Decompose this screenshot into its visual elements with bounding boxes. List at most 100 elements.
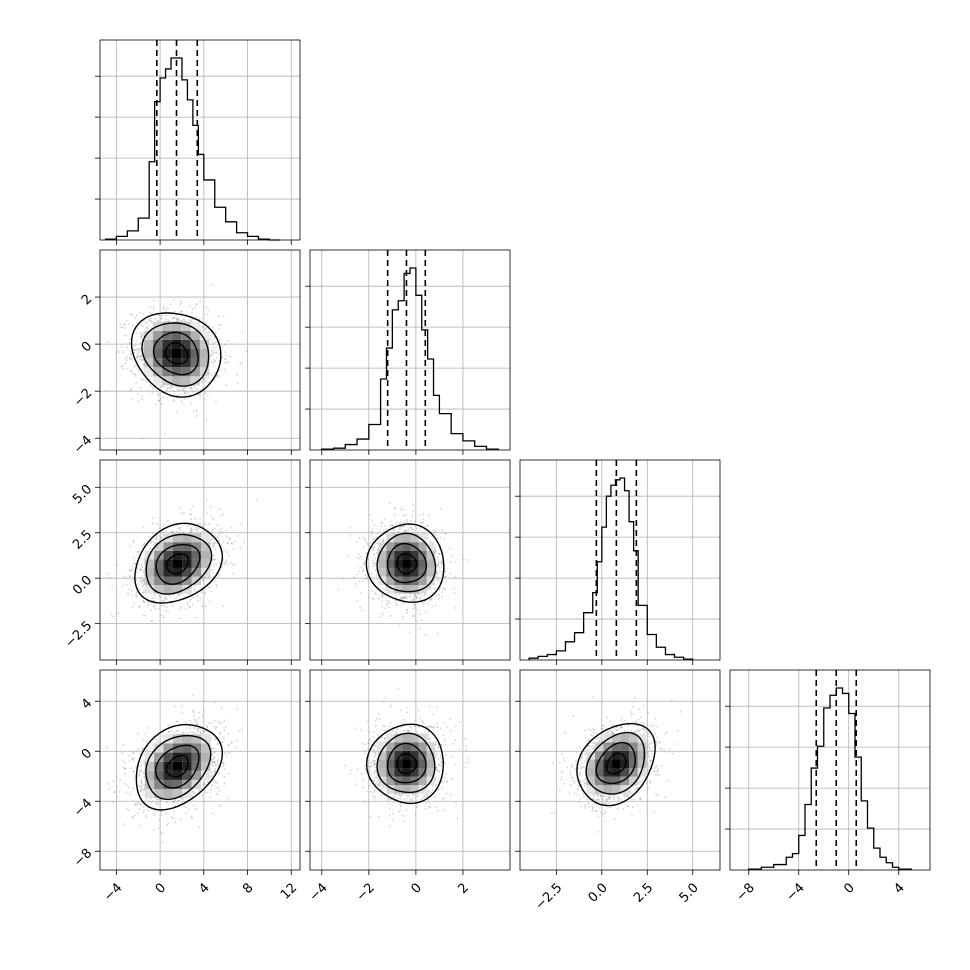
density-cell — [171, 321, 182, 331]
scatter-point — [213, 542, 216, 545]
scatter-point — [395, 604, 398, 607]
scatter-point — [441, 561, 443, 564]
scatter-point — [394, 603, 397, 605]
scatter-point — [204, 591, 207, 594]
scatter-point — [192, 790, 195, 793]
scatter-point — [440, 573, 443, 576]
density-cell — [143, 339, 154, 349]
scatter-point — [173, 731, 176, 734]
scatter-point — [138, 589, 141, 591]
scatter-point — [126, 359, 128, 362]
density-cell — [163, 542, 173, 551]
scatter-point — [197, 730, 200, 733]
scatter-point — [170, 602, 173, 605]
scatter-point — [142, 591, 145, 594]
scatter-point — [172, 317, 175, 320]
scatter-point — [215, 536, 218, 539]
scatter-point — [155, 403, 157, 406]
scatter-point — [191, 603, 194, 606]
scatter-point — [211, 569, 214, 572]
scatter-point — [123, 575, 126, 578]
scatter-point — [191, 595, 193, 598]
density-cell — [143, 330, 154, 340]
scatter-point — [224, 562, 227, 565]
scatter-point — [403, 520, 406, 522]
scatter-point — [210, 353, 213, 355]
scatter-point — [213, 336, 216, 339]
scatter-point — [237, 534, 240, 537]
scatter-point — [441, 595, 443, 598]
scatter-point — [200, 523, 202, 526]
density-cell — [162, 339, 172, 349]
scatter-point — [120, 346, 123, 349]
scatter-point — [371, 546, 374, 549]
scatter-point — [398, 625, 401, 628]
scatter-point — [363, 562, 365, 564]
scatter-point — [181, 712, 184, 714]
scatter-point — [140, 781, 143, 784]
scatter-point — [125, 368, 128, 370]
scatter-point — [388, 602, 391, 605]
scatter-point — [175, 318, 178, 321]
scatter-point — [389, 520, 392, 523]
density-cell — [182, 567, 192, 577]
scatter-point — [191, 318, 194, 321]
scatter-point — [155, 738, 158, 741]
scatter-point — [133, 365, 135, 368]
scatter-point — [232, 564, 234, 567]
scatter-point — [141, 614, 144, 617]
scatter-point — [211, 283, 214, 286]
scatter-point — [150, 602, 153, 604]
density-cell — [153, 367, 163, 377]
scatter-point — [444, 532, 446, 535]
scatter-point — [194, 316, 197, 318]
scatter-point — [190, 816, 193, 819]
scatter-point — [359, 566, 362, 569]
scatter-point — [437, 563, 439, 566]
scatter-point — [406, 521, 409, 523]
scatter-point — [355, 584, 358, 587]
scatter-point — [212, 346, 215, 349]
scatter-point — [124, 357, 127, 360]
scatter-point — [401, 525, 403, 528]
scatter-point — [119, 779, 121, 781]
scatter-point — [128, 760, 131, 762]
scatter-point — [375, 536, 378, 539]
scatter-point — [214, 331, 217, 334]
scatter-point — [207, 523, 210, 525]
scatter-point — [166, 307, 169, 310]
scatter-point — [149, 542, 152, 545]
scatter-point — [204, 792, 207, 795]
scatter-point — [415, 595, 417, 598]
scatter-point — [425, 525, 428, 528]
scatter-point — [169, 303, 172, 306]
scatter-point — [136, 332, 139, 334]
scatter-point — [130, 353, 132, 356]
scatter-point — [197, 522, 200, 525]
scatter-point — [217, 375, 219, 378]
scatter-point — [405, 595, 408, 598]
scatter-point — [140, 386, 142, 389]
scatter-point — [213, 756, 216, 759]
scatter-point — [397, 594, 400, 596]
density-cell — [394, 559, 403, 568]
scatter-point — [164, 432, 167, 435]
scatter-point — [147, 324, 150, 327]
scatter-point — [223, 549, 225, 552]
scatter-point — [215, 585, 218, 588]
scatter-point — [404, 530, 406, 533]
scatter-point — [410, 519, 412, 522]
scatter-point — [122, 367, 124, 370]
scatter-point — [135, 340, 138, 342]
scatter-point — [412, 599, 415, 602]
scatter-point — [157, 534, 160, 536]
scatter-point — [419, 527, 422, 529]
scatter-point — [180, 302, 183, 305]
scatter-point — [109, 577, 112, 579]
scatter-point — [137, 550, 139, 553]
scatter-point — [183, 387, 186, 390]
scatter-point — [418, 609, 421, 612]
scatter-point — [406, 609, 409, 611]
density-cell — [201, 533, 211, 543]
scatter-point — [427, 602, 430, 605]
